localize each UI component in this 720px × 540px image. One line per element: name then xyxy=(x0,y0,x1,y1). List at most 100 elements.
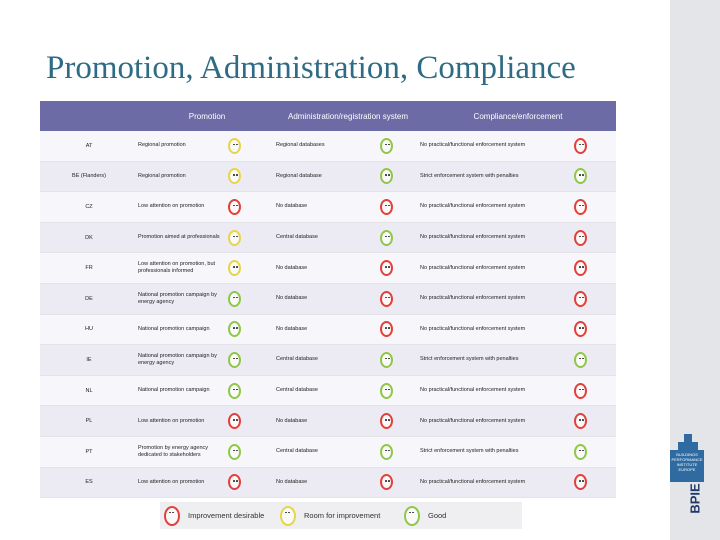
face-icon xyxy=(228,382,241,399)
face-icon xyxy=(380,443,393,460)
promotion-text: National promotion campaign by energy ag… xyxy=(138,283,228,315)
row-country: AT xyxy=(40,131,138,162)
face-icon xyxy=(380,168,393,185)
admin-text: Central database xyxy=(276,375,380,407)
table-row: NL National promotion campaign Central dat… xyxy=(40,375,617,407)
face-icon xyxy=(574,474,588,491)
promotion-text: Low attention on promotion xyxy=(138,467,228,499)
row-country: IE xyxy=(40,344,138,376)
compliance-rating-cell xyxy=(574,314,617,346)
row-country: NL xyxy=(40,375,138,407)
admin-text: Regional databases xyxy=(276,131,380,162)
compliance-text: Strict enforcement system with penalties xyxy=(420,344,575,376)
compliance-text: No practical/functional enforcement syst… xyxy=(420,405,575,437)
admin-text: Central database xyxy=(276,222,380,254)
compliance-text: Strict enforcement system with penalties xyxy=(420,161,575,193)
table-row: IE National promotion campaign by energy … xyxy=(40,344,617,376)
compliance-rating-cell xyxy=(574,222,617,254)
table-row: DE National promotion campaign by energy … xyxy=(40,283,617,315)
row-country: HU xyxy=(40,314,138,346)
promotion-rating-cell xyxy=(228,436,276,468)
admin-rating-cell xyxy=(380,436,421,468)
face-icon xyxy=(228,290,241,307)
row-country: FR xyxy=(40,252,138,284)
comparison-table: Promotion Administration/registration sy… xyxy=(40,101,617,499)
header-administration: Administration/registration system xyxy=(276,101,421,131)
promotion-text: Low attention on promotion xyxy=(138,191,228,223)
promotion-text: National promotion campaign by energy ag… xyxy=(138,344,228,376)
admin-rating-cell xyxy=(380,252,421,284)
promotion-rating-cell xyxy=(228,222,276,254)
face-icon xyxy=(574,260,588,277)
compliance-rating-cell xyxy=(574,283,617,315)
face-icon xyxy=(574,198,588,215)
compliance-text: No practical/functional enforcement syst… xyxy=(420,191,575,223)
admin-rating-cell xyxy=(380,375,421,407)
admin-text: Central database xyxy=(276,436,380,468)
face-icon xyxy=(380,290,393,307)
table-row: FR Low attention on promotion, but profes… xyxy=(40,252,617,284)
admin-rating-cell xyxy=(380,467,421,499)
compliance-rating-cell xyxy=(574,375,617,407)
compliance-rating-cell xyxy=(574,161,617,193)
table-header-row: Promotion Administration/registration sy… xyxy=(40,101,617,131)
legend-item-room-for-improvement: Room for improvement xyxy=(280,502,380,529)
promotion-rating-cell xyxy=(228,375,276,407)
row-country: ES xyxy=(40,467,138,499)
admin-text: Central database xyxy=(276,344,380,376)
face-icon xyxy=(380,351,393,368)
face-icon xyxy=(574,351,588,368)
admin-rating-cell xyxy=(380,161,421,193)
header-country xyxy=(40,101,138,131)
face-icon xyxy=(280,505,296,526)
face-icon xyxy=(574,413,588,430)
face-icon xyxy=(380,413,393,430)
promotion-rating-cell xyxy=(228,252,276,284)
face-icon xyxy=(228,229,241,246)
compliance-text: No practical/functional enforcement syst… xyxy=(420,252,575,284)
compliance-text: No practical/functional enforcement syst… xyxy=(420,283,575,315)
promotion-rating-cell xyxy=(228,405,276,437)
table-row: HU National promotion campaign No database… xyxy=(40,314,617,346)
face-icon xyxy=(380,382,393,399)
promotion-text: Promotion aimed at professionals xyxy=(138,222,228,254)
face-icon xyxy=(574,382,588,399)
admin-text: No database xyxy=(276,467,380,499)
face-icon xyxy=(380,137,393,154)
compliance-text: No practical/functional enforcement syst… xyxy=(420,375,575,407)
legend-item-improvement-desirable: Improvement desirable xyxy=(164,502,264,529)
face-icon xyxy=(228,321,241,338)
admin-text: No database xyxy=(276,252,380,284)
admin-text: No database xyxy=(276,283,380,315)
compliance-text: No practical/functional enforcement syst… xyxy=(420,222,575,254)
promotion-text: National promotion campaign xyxy=(138,314,228,346)
admin-rating-cell xyxy=(380,314,421,346)
face-icon xyxy=(574,168,588,185)
face-icon xyxy=(380,229,393,246)
table-body: AT Regional promotion Regional databases No… xyxy=(40,131,617,499)
face-icon xyxy=(380,321,393,338)
admin-rating-cell xyxy=(380,222,421,254)
row-country: DK xyxy=(40,222,138,254)
promotion-text: Promotion by energy agency dedicated to … xyxy=(138,436,228,468)
compliance-rating-cell xyxy=(574,252,617,284)
table-row: DK Promotion aimed at professionals Centra… xyxy=(40,222,617,254)
face-icon xyxy=(164,505,180,526)
table-row: CZ Low attention on promotion No database N… xyxy=(40,191,617,223)
face-icon xyxy=(380,198,393,215)
promotion-rating-cell xyxy=(228,161,276,193)
admin-rating-cell xyxy=(380,131,421,162)
compliance-rating-cell xyxy=(574,467,617,499)
legend-label: Good xyxy=(428,511,447,520)
table-row: BE (Flanders) Regional promotion Regional … xyxy=(40,161,617,193)
compliance-rating-cell xyxy=(574,405,617,437)
promotion-text: Low attention on promotion xyxy=(138,405,228,437)
face-icon xyxy=(228,137,241,154)
promotion-text: Regional promotion xyxy=(138,161,228,193)
promotion-rating-cell xyxy=(228,131,276,162)
legend: Improvement desirable Room for improveme… xyxy=(160,502,522,529)
row-country: BE (Flanders) xyxy=(40,161,138,193)
row-country: DE xyxy=(40,283,138,315)
face-icon xyxy=(574,443,588,460)
face-icon xyxy=(228,351,241,368)
